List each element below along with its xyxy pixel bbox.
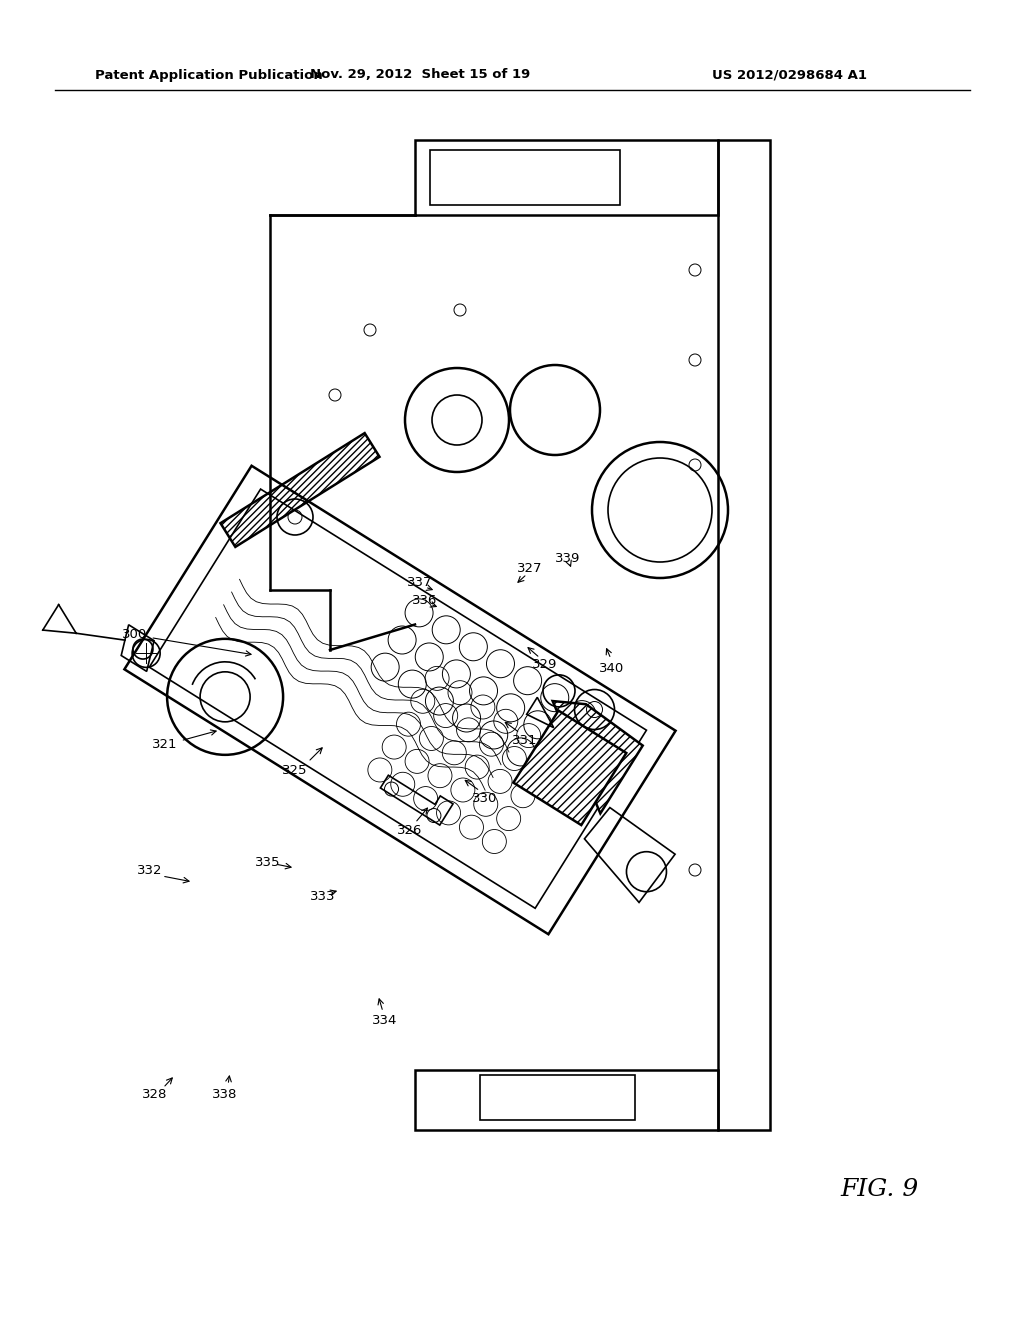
- Text: 340: 340: [599, 661, 625, 675]
- Bar: [718, 140, 770, 1130]
- Text: 329: 329: [532, 659, 558, 672]
- Bar: [480, 1074, 635, 1119]
- Polygon shape: [513, 710, 627, 825]
- Bar: [415, 140, 718, 215]
- Polygon shape: [220, 433, 380, 546]
- Bar: [415, 1071, 718, 1130]
- Text: 334: 334: [373, 1014, 397, 1027]
- Text: 338: 338: [212, 1089, 238, 1101]
- Text: 326: 326: [397, 824, 423, 837]
- Text: 300: 300: [123, 628, 251, 656]
- Text: 328: 328: [142, 1089, 168, 1101]
- Bar: [430, 150, 620, 205]
- Text: Nov. 29, 2012  Sheet 15 of 19: Nov. 29, 2012 Sheet 15 of 19: [310, 69, 530, 82]
- Text: 336: 336: [413, 594, 437, 606]
- Text: Patent Application Publication: Patent Application Publication: [95, 69, 323, 82]
- Text: 330: 330: [472, 792, 498, 804]
- Text: 332: 332: [137, 863, 163, 876]
- Text: 327: 327: [517, 561, 543, 574]
- Text: FIG. 9: FIG. 9: [841, 1179, 920, 1201]
- Polygon shape: [553, 701, 643, 813]
- Text: 321: 321: [153, 730, 216, 751]
- Text: 335: 335: [255, 855, 281, 869]
- Text: 325: 325: [283, 763, 308, 776]
- Text: 337: 337: [408, 577, 433, 590]
- Text: 333: 333: [310, 890, 336, 903]
- Text: 339: 339: [555, 552, 581, 565]
- Text: US 2012/0298684 A1: US 2012/0298684 A1: [713, 69, 867, 82]
- Text: 331: 331: [512, 734, 538, 747]
